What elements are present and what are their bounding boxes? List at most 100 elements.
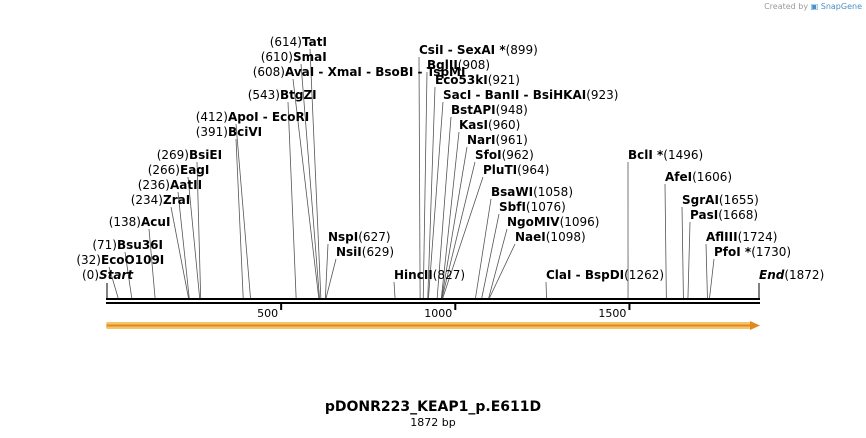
site-connector-bstapi-948 <box>436 116 452 299</box>
site-position: (412) <box>196 110 228 124</box>
site-label-bsu36i-71[interactable]: (71)Bsu36I <box>92 238 163 252</box>
site-enzyme-name: BsiEI <box>189 148 222 162</box>
site-label-bcli-1496[interactable]: BclI *(1496) <box>628 148 703 162</box>
site-position: (71) <box>92 238 117 252</box>
site-enzyme-name: PfoI * <box>714 245 752 259</box>
feature-arrow[interactable] <box>106 321 760 330</box>
site-enzyme-name: NgoMIV <box>507 215 560 229</box>
backbone-bottom-line <box>106 302 760 304</box>
site-position: (827) <box>433 268 465 282</box>
site-position: (1606) <box>692 170 732 184</box>
site-connector-apoi-ecori-412 <box>235 123 251 299</box>
site-connector-btgzi-543 <box>287 101 297 299</box>
site-label-bsawi-1058[interactable]: BsaWI(1058) <box>491 185 573 199</box>
site-connector-eco53ki-921 <box>427 86 436 299</box>
site-connector-csii-sexai-899 <box>418 56 421 299</box>
site-position: (629) <box>362 245 394 259</box>
site-label-avai-xmai-bsobi-tspmi-608[interactable]: (608)AvaI - XmaI - BsoBI - TspMI <box>253 65 466 79</box>
site-position: (1096) <box>560 215 600 229</box>
site-position: (1098) <box>546 230 586 244</box>
site-position: (391) <box>196 125 228 139</box>
site-connector-tati-614 <box>309 48 322 299</box>
site-label-start-0[interactable]: (0)Start <box>82 268 134 282</box>
site-label-apoi-ecori-412[interactable]: (412)ApoI - EcoRI <box>196 110 309 124</box>
site-enzyme-name: KasI <box>459 118 488 132</box>
site-position: (614) <box>270 35 302 49</box>
backbone-top-line <box>106 298 760 300</box>
site-label-nspi-627[interactable]: NspI(627) <box>328 230 391 244</box>
site-position: (1730) <box>751 245 791 259</box>
site-label-saci-banii-bsihkai-923[interactable]: SacI - BanII - BsiHKAI(923) <box>443 88 618 102</box>
site-label-eco53ki-921[interactable]: Eco53kI(921) <box>435 73 520 87</box>
site-labels: (0)Start(32)EcoO109I(71)Bsu36I (138)AcuI (… <box>76 35 824 282</box>
site-connector-smai-610 <box>300 63 320 299</box>
site-label-end-1872[interactable]: End(1872) <box>759 268 824 282</box>
site-enzyme-name: EagI <box>180 163 209 177</box>
site-label-sgrai-1655[interactable]: SgrAI(1655) <box>682 193 759 207</box>
site-label-zrai-234[interactable]: (234)ZraI <box>131 193 190 207</box>
site-label-bstapi-948[interactable]: BstAPI(948) <box>451 103 528 117</box>
site-connector-sfoi-962 <box>441 161 476 299</box>
site-label-acui-138[interactable]: (138)AcuI <box>109 215 171 229</box>
site-position: (627) <box>358 230 390 244</box>
feature-arrowhead-icon <box>750 321 760 330</box>
site-enzyme-name: AcuI <box>141 215 170 229</box>
tick-label-1000: 1000 <box>424 307 452 320</box>
site-position: (608) <box>253 65 285 79</box>
site-enzyme-name: SfoI <box>475 148 502 162</box>
site-enzyme-name: HincII <box>394 268 433 282</box>
site-connector-ngomiv-1096 <box>488 228 508 299</box>
site-enzyme-name: NaeI <box>515 230 546 244</box>
site-connector-sgrai-1655 <box>681 206 684 299</box>
site-label-eagi-266[interactable]: (266)EagI <box>148 163 210 177</box>
site-position: (32) <box>76 253 101 267</box>
site-label-btgzi-543[interactable]: (543)BtgZI <box>248 88 317 102</box>
site-label-ecoo109i-32[interactable]: (32)EcoO109I <box>76 253 164 267</box>
site-label-clai-bspdi-1262[interactable]: ClaI - BspDI(1262) <box>546 268 664 282</box>
site-position: (236) <box>138 178 170 192</box>
site-label-afei-1606[interactable]: AfeI(1606) <box>665 170 732 184</box>
site-label-hincii-827[interactable]: HincII(827) <box>394 268 465 282</box>
site-enzyme-name: SgrAI <box>682 193 719 207</box>
ruler-ticks: 500 1000 1500 <box>257 304 631 320</box>
site-label-pfoi-1730[interactable]: PfoI *(1730) <box>714 245 791 259</box>
site-connector-pfoi-1730 <box>709 258 715 299</box>
site-label-tati-614[interactable]: (614)TatI <box>270 35 327 49</box>
site-enzyme-name: BclI * <box>628 148 664 162</box>
site-label-kasi-960[interactable]: KasI(960) <box>459 118 520 132</box>
site-enzyme-name: CsiI - SexAI * <box>419 43 506 57</box>
site-label-csii-sexai-899[interactable]: CsiI - SexAI *(899) <box>419 43 538 57</box>
site-label-bglii-908[interactable]: BglII(908) <box>427 58 490 72</box>
tick-mark-500 <box>280 304 283 310</box>
site-label-sfoi-962[interactable]: SfoI(962) <box>475 148 534 162</box>
site-connector-sbfi-1076 <box>481 213 500 299</box>
site-enzyme-name: BtgZI <box>280 88 317 102</box>
site-position: (948) <box>496 103 528 117</box>
site-label-aatii-236[interactable]: (236)AatII <box>138 178 202 192</box>
site-connector-naei-1098 <box>489 243 516 299</box>
site-label-nari-961[interactable]: NarI(961) <box>467 133 528 147</box>
site-position: (269) <box>157 148 189 162</box>
site-connector-eagi-266 <box>187 176 201 299</box>
site-connector-ecoo109i-32 <box>108 266 119 299</box>
site-label-afliii-1724[interactable]: AflIII(1724) <box>706 230 777 244</box>
site-label-smai-610[interactable]: (610)SmaI <box>261 50 327 64</box>
site-position: (610) <box>261 50 293 64</box>
site-enzyme-name: Start <box>99 268 134 282</box>
site-label-pasi-1668[interactable]: PasI(1668) <box>690 208 758 222</box>
site-enzyme-name: NsiI <box>336 245 362 259</box>
site-label-bcivi-391[interactable]: (391)BciVI <box>196 125 262 139</box>
site-connector-bsawi-1058 <box>475 198 492 299</box>
tick-mark-1000 <box>454 304 457 310</box>
site-enzyme-name: EcoO109I <box>101 253 164 267</box>
site-label-bsiei-269[interactable]: (269)BsiEI <box>157 148 222 162</box>
tick-label-1500: 1500 <box>598 307 626 320</box>
tick-label-500: 500 <box>257 307 278 320</box>
site-label-naei-1098[interactable]: NaeI(1098) <box>515 230 586 244</box>
site-label-nsii-629[interactable]: NsiI(629) <box>336 245 394 259</box>
site-enzyme-name: ZraI <box>163 193 190 207</box>
site-label-sbfi-1076[interactable]: SbfI(1076) <box>499 200 566 214</box>
site-label-pluti-964[interactable]: PluTI(964) <box>483 163 549 177</box>
site-label-ngomiv-1096[interactable]: NgoMIV(1096) <box>507 215 599 229</box>
